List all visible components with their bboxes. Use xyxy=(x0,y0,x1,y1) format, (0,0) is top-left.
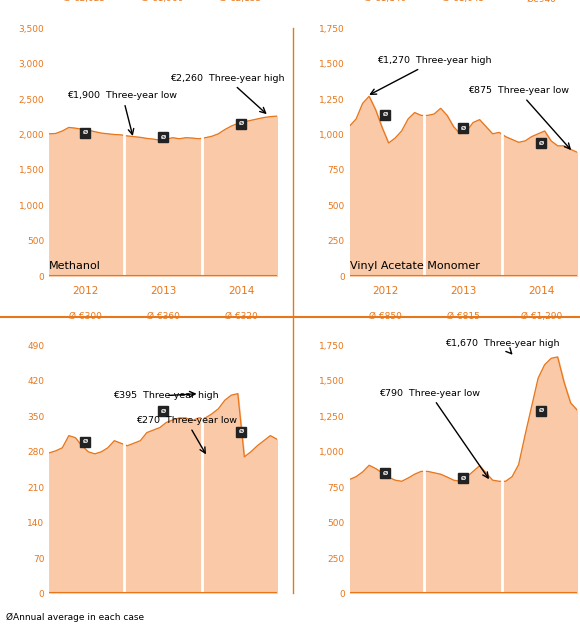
Text: Ø: Ø xyxy=(539,408,544,413)
Text: Ø€940: Ø€940 xyxy=(527,0,556,4)
Text: €270  Three-year low: €270 Three-year low xyxy=(136,416,237,453)
Text: Ø: Ø xyxy=(461,475,466,480)
Text: 2013: 2013 xyxy=(450,286,477,296)
Text: Ø €360: Ø €360 xyxy=(147,311,179,321)
Text: Vinyl Acetate Monomer: Vinyl Acetate Monomer xyxy=(350,261,480,271)
Text: Ø: Ø xyxy=(383,470,388,475)
Text: 2014: 2014 xyxy=(528,286,554,296)
Text: Ø €2,025: Ø €2,025 xyxy=(64,0,106,4)
Text: Ø: Ø xyxy=(383,112,388,117)
Text: Ø €2,155: Ø €2,155 xyxy=(220,0,262,4)
Text: Ø €1,140: Ø €1,140 xyxy=(365,0,406,4)
Text: Methanol: Methanol xyxy=(49,261,101,271)
Text: ØAnnual average in each case: ØAnnual average in each case xyxy=(6,612,144,622)
Text: €790  Three-year low: €790 Three-year low xyxy=(379,389,488,478)
Text: Ø €1,960: Ø €1,960 xyxy=(142,0,184,4)
Text: Ø: Ø xyxy=(238,121,244,126)
Text: 2013: 2013 xyxy=(150,286,176,296)
Text: Ø €815: Ø €815 xyxy=(447,311,480,321)
Text: Ø: Ø xyxy=(82,130,88,135)
Text: 2012: 2012 xyxy=(372,286,398,296)
Text: €1,670  Three-year high: €1,670 Three-year high xyxy=(445,339,560,354)
Text: Ø €320: Ø €320 xyxy=(224,311,258,321)
Text: 2014: 2014 xyxy=(228,286,254,296)
Text: Ø €300: Ø €300 xyxy=(68,311,102,321)
Text: Ø: Ø xyxy=(161,135,166,140)
Text: Ø: Ø xyxy=(238,429,244,434)
Text: Ø: Ø xyxy=(82,439,88,444)
Text: Ø: Ø xyxy=(539,141,544,146)
Text: €2,260  Three-year high: €2,260 Three-year high xyxy=(170,74,284,113)
Text: €395  Three-year high: €395 Three-year high xyxy=(113,391,219,400)
Text: 2012: 2012 xyxy=(72,286,98,296)
Text: €1,900  Three-year low: €1,900 Three-year low xyxy=(67,91,177,134)
Text: Ø: Ø xyxy=(461,126,466,131)
Text: Ø €1,290: Ø €1,290 xyxy=(521,311,562,321)
Text: €875  Three-year low: €875 Three-year low xyxy=(468,86,570,149)
Text: Ø €1,045: Ø €1,045 xyxy=(443,0,484,4)
Text: Ø €850: Ø €850 xyxy=(369,311,402,321)
Text: €1,270  Three-year high: €1,270 Three-year high xyxy=(371,57,491,94)
Text: Ø: Ø xyxy=(161,409,166,414)
